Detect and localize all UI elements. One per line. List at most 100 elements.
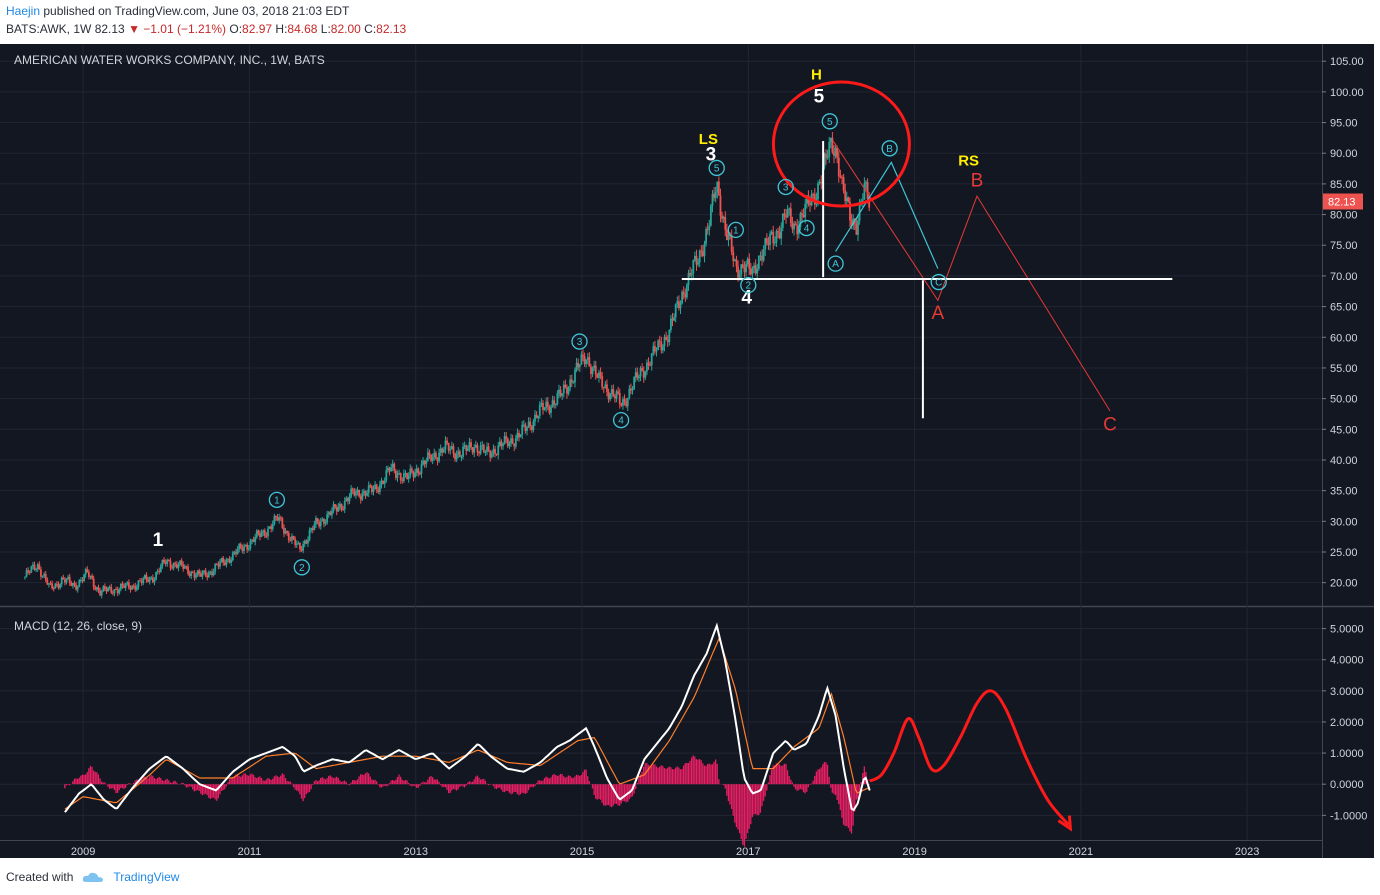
candle-body <box>223 562 226 565</box>
candle-body <box>431 457 434 461</box>
price-tick-label: 100.00 <box>1330 87 1364 99</box>
candle-body <box>770 231 773 234</box>
candle-body <box>665 336 668 340</box>
candle-body <box>78 580 81 587</box>
candle-body <box>65 578 68 583</box>
candle-body <box>342 509 345 511</box>
red-wave-projection <box>832 140 1111 412</box>
candle-body <box>142 578 145 584</box>
candle-body <box>826 157 829 159</box>
high-value: 84.68 <box>287 22 318 36</box>
candle-body <box>842 177 845 191</box>
candle-body <box>72 583 74 586</box>
candle-body <box>518 432 520 438</box>
candle-body <box>858 202 861 221</box>
close-label: C: <box>364 22 377 36</box>
tradingview-link[interactable]: TradingView <box>113 870 180 884</box>
candle-body <box>767 243 770 245</box>
candle-body <box>380 480 383 485</box>
time-tick-label: 2015 <box>570 846 594 858</box>
candle-body <box>321 518 324 522</box>
candle-body <box>700 250 703 252</box>
candle-body <box>68 576 71 583</box>
cyan-wave-projection <box>835 161 939 269</box>
candle-body <box>302 544 305 551</box>
candle-body <box>788 208 791 210</box>
candle-body <box>561 393 564 396</box>
candle-body <box>246 544 249 550</box>
candle-body <box>62 577 65 580</box>
candle-body <box>570 379 573 383</box>
author-link[interactable]: Haejin <box>6 4 41 18</box>
candle-body <box>631 388 634 391</box>
candle-body <box>129 587 132 590</box>
candle-body <box>543 407 546 410</box>
candle-body <box>634 372 637 378</box>
candle-body <box>791 223 794 230</box>
candle-body <box>578 364 581 368</box>
candles <box>24 132 871 599</box>
candle-body <box>35 569 38 571</box>
candle-body <box>199 573 202 577</box>
candle-body <box>355 492 357 496</box>
candle-body <box>773 242 776 244</box>
candle-body <box>430 454 432 461</box>
candle-body <box>505 436 508 439</box>
candle-body <box>590 366 592 374</box>
candle-body <box>514 437 517 447</box>
circled-wave-label: 5 <box>708 159 725 177</box>
candle-body <box>582 354 584 357</box>
candle-body <box>804 203 807 218</box>
candle-body <box>46 579 49 585</box>
candle-body <box>458 451 461 458</box>
candle-body <box>823 153 826 168</box>
candle-body <box>382 480 385 484</box>
candle-body <box>753 265 755 269</box>
candle-body <box>693 255 696 260</box>
candle-body <box>617 391 620 393</box>
candle-body <box>849 201 851 221</box>
candle-body <box>402 473 405 481</box>
candle-body <box>519 434 522 438</box>
candle-body <box>88 572 90 577</box>
candle-body <box>387 467 389 471</box>
candle-body <box>174 563 177 565</box>
candle-body <box>537 415 540 419</box>
candle-body <box>40 569 42 577</box>
candle-body <box>548 406 551 413</box>
candle-body <box>844 190 847 202</box>
projection-arrowhead <box>1057 815 1073 832</box>
candle-body <box>841 177 843 179</box>
candle-body <box>363 491 365 494</box>
last-price: 82.13 <box>94 22 125 36</box>
candle-body <box>51 583 54 589</box>
candle-body <box>75 585 78 590</box>
candle-body <box>238 544 241 550</box>
candle-body <box>762 249 765 261</box>
candle-body <box>535 414 538 419</box>
candle-body <box>569 379 572 388</box>
candle-body <box>426 452 429 461</box>
circled-wave-ring <box>798 219 815 237</box>
candle-body <box>385 470 388 481</box>
candle-body <box>121 583 124 586</box>
candle-body <box>668 329 671 342</box>
candle-body <box>511 438 514 444</box>
candle-body <box>207 572 210 578</box>
candle-body <box>607 391 610 400</box>
candle-body <box>239 544 242 548</box>
candle-body <box>861 199 864 201</box>
candle-body <box>150 577 153 579</box>
candle-body <box>865 181 867 184</box>
candle-body <box>586 357 589 360</box>
candle-body <box>649 365 652 367</box>
candle-body <box>658 340 661 342</box>
wave-label: 4 <box>741 288 752 309</box>
candle-body <box>510 438 512 444</box>
price-tick-label: 90.00 <box>1330 148 1358 160</box>
symbol-label: BATS:AWK, 1W <box>6 22 92 36</box>
macd-tick-label: 0.0000 <box>1330 779 1364 791</box>
candle-body <box>111 592 114 594</box>
candle-body <box>182 564 185 569</box>
candle-body <box>686 284 688 298</box>
